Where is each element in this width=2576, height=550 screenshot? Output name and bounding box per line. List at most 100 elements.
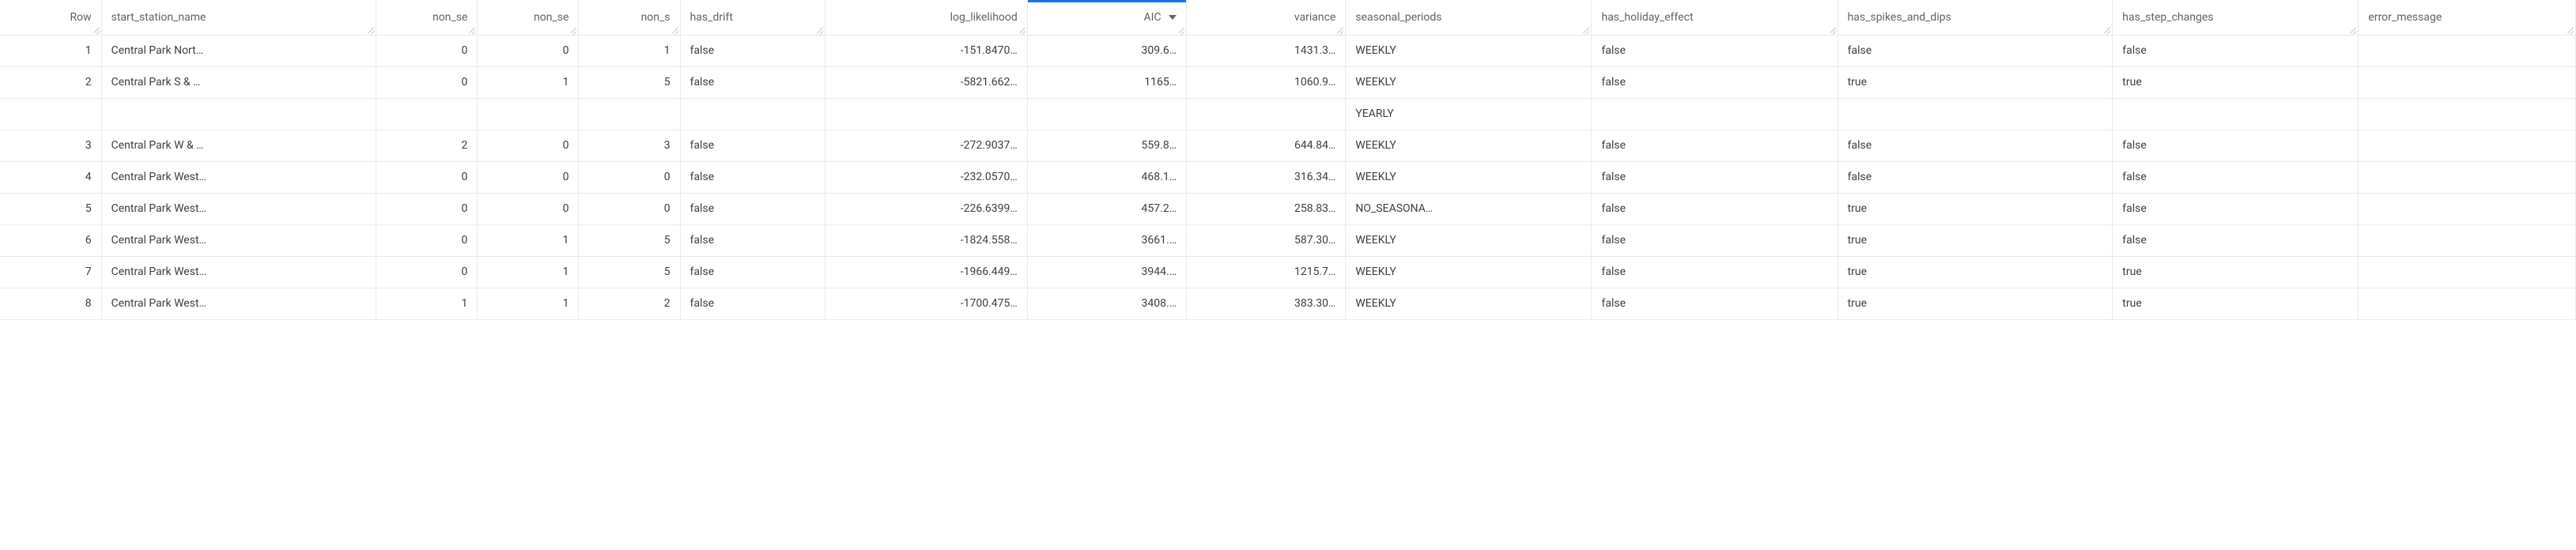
cell-ns3: 5	[579, 66, 680, 98]
cell-ns3: 0	[579, 161, 680, 193]
cell-aic: 1165…	[1027, 66, 1186, 98]
resize-handle-icon[interactable]	[366, 25, 374, 33]
col-label: non_se	[534, 11, 568, 24]
resize-handle-icon[interactable]	[2566, 25, 2574, 33]
cell-row: 7	[0, 256, 101, 288]
cell-seas: WEEKLY	[1346, 161, 1592, 193]
resize-handle-icon[interactable]	[815, 25, 823, 33]
table-body: 1Central Park Nort…001false-151.8470…309…	[0, 35, 2576, 319]
table-row[interactable]: 7Central Park West…015false-1966.449…394…	[0, 256, 2576, 288]
resize-handle-icon[interactable]	[467, 25, 475, 33]
header-row: Row start_station_name non_se non_se non…	[0, 0, 2576, 35]
cell-step: false	[2113, 130, 2359, 161]
table-row[interactable]: 4Central Park West…000false-232.0570…468…	[0, 161, 2576, 193]
resize-handle-icon[interactable]	[2102, 25, 2110, 33]
cell-aic: 3408.…	[1027, 288, 1186, 319]
cell-step: false	[2113, 161, 2359, 193]
table-row[interactable]: 6Central Park West…015false-1824.558…366…	[0, 224, 2576, 256]
cell-err	[2359, 98, 2576, 130]
cell-name: Central Park West…	[101, 193, 376, 224]
cell-err	[2359, 130, 2576, 161]
cell-step	[2113, 98, 2359, 130]
cell-ns1: 0	[376, 35, 478, 66]
col-label: has_step_changes	[2122, 11, 2213, 24]
cell-ns3: 5	[579, 256, 680, 288]
cell-hol: false	[1592, 35, 1838, 66]
cell-seas: NO_SEASONA…	[1346, 193, 1592, 224]
cell-row	[0, 98, 101, 130]
cell-err	[2359, 66, 2576, 98]
col-header-seasonal-periods[interactable]: seasonal_periods	[1346, 0, 1592, 35]
cell-var: 383.30…	[1187, 288, 1346, 319]
cell-ns1: 0	[376, 161, 478, 193]
col-header-has-holiday-effect[interactable]: has_holiday_effect	[1592, 0, 1838, 35]
resize-handle-icon[interactable]	[1335, 25, 1343, 33]
cell-ll	[825, 98, 1027, 130]
cell-seas: WEEKLY	[1346, 224, 1592, 256]
table-row[interactable]: YEARLY	[0, 98, 2576, 130]
cell-ns1: 1	[376, 288, 478, 319]
col-header-has-step-changes[interactable]: has_step_changes	[2113, 0, 2359, 35]
cell-ll: -1700.475…	[825, 288, 1027, 319]
cell-err	[2359, 256, 2576, 288]
cell-var	[1187, 98, 1346, 130]
table-header: Row start_station_name non_se non_se non…	[0, 0, 2576, 35]
col-header-log-likelihood[interactable]: log_likelihood	[825, 0, 1027, 35]
cell-step: true	[2113, 256, 2359, 288]
table-row[interactable]: 1Central Park Nort…001false-151.8470…309…	[0, 35, 2576, 66]
cell-ll: -5821.662…	[825, 66, 1027, 98]
cell-name: Central Park West…	[101, 288, 376, 319]
cell-ns3: 2	[579, 288, 680, 319]
cell-row: 4	[0, 161, 101, 193]
cell-ll: -272.9037…	[825, 130, 1027, 161]
cell-aic: 309.6…	[1027, 35, 1186, 66]
cell-hol: false	[1592, 66, 1838, 98]
cell-err	[2359, 161, 2576, 193]
table-row[interactable]: 3Central Park W & …203false-272.9037…559…	[0, 130, 2576, 161]
col-header-non-s[interactable]: non_s	[579, 0, 680, 35]
cell-var: 1060.9…	[1187, 66, 1346, 98]
col-header-row[interactable]: Row	[0, 0, 101, 35]
cell-spk: false	[1838, 130, 2113, 161]
cell-drift: false	[680, 288, 825, 319]
cell-ns2: 0	[478, 35, 579, 66]
resize-handle-icon[interactable]	[1828, 25, 1836, 33]
col-header-has-spikes-and-dips[interactable]: has_spikes_and_dips	[1838, 0, 2113, 35]
cell-ns2: 0	[478, 130, 579, 161]
col-header-variance[interactable]: variance	[1187, 0, 1346, 35]
cell-step: false	[2113, 193, 2359, 224]
resize-handle-icon[interactable]	[92, 25, 100, 33]
cell-ns1: 0	[376, 66, 478, 98]
cell-hol: false	[1592, 193, 1838, 224]
col-header-has-drift[interactable]: has_drift	[680, 0, 825, 35]
cell-var: 644.84…	[1187, 130, 1346, 161]
table-row[interactable]: 8Central Park West…112false-1700.475…340…	[0, 288, 2576, 319]
cell-aic	[1027, 98, 1186, 130]
col-label: non_s	[641, 11, 670, 24]
cell-ns2: 1	[478, 256, 579, 288]
col-header-non-se-1[interactable]: non_se	[376, 0, 478, 35]
cell-row: 3	[0, 130, 101, 161]
cell-hol: false	[1592, 288, 1838, 319]
cell-step: true	[2113, 66, 2359, 98]
table-row[interactable]: 5Central Park West…000false-226.6399…457…	[0, 193, 2576, 224]
col-header-aic[interactable]: AIC	[1027, 0, 1186, 35]
cell-row: 8	[0, 288, 101, 319]
table-row[interactable]: 2Central Park S & …015false-5821.662…116…	[0, 66, 2576, 98]
resize-handle-icon[interactable]	[1581, 25, 1589, 33]
resize-handle-icon[interactable]	[1018, 25, 1025, 33]
col-header-non-se-2[interactable]: non_se	[478, 0, 579, 35]
col-header-start-station-name[interactable]: start_station_name	[101, 0, 376, 35]
resize-handle-icon[interactable]	[1177, 25, 1184, 33]
cell-step: false	[2113, 35, 2359, 66]
cell-ns2	[478, 98, 579, 130]
resize-handle-icon[interactable]	[670, 25, 678, 33]
cell-drift: false	[680, 35, 825, 66]
col-header-error-message[interactable]: error_message	[2359, 0, 2576, 35]
col-label: has_drift	[690, 11, 733, 24]
resize-handle-icon[interactable]	[568, 25, 576, 33]
cell-ll: -232.0570…	[825, 161, 1027, 193]
cell-row: 5	[0, 193, 101, 224]
cell-aic: 559.8…	[1027, 130, 1186, 161]
resize-handle-icon[interactable]	[2348, 25, 2356, 33]
